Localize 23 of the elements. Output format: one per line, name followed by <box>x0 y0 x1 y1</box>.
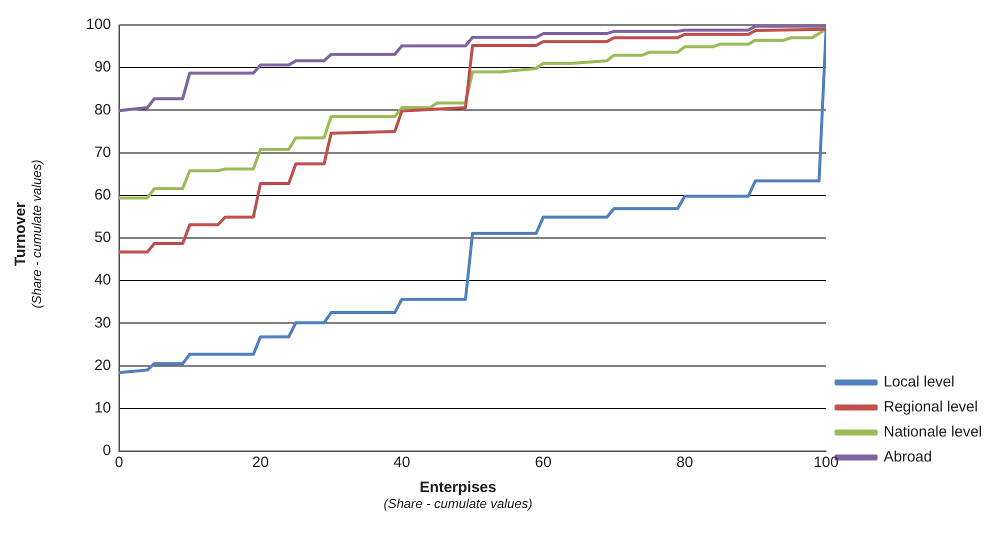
x-tick-label: 0 <box>114 454 124 472</box>
legend-label: Regional level <box>884 398 978 416</box>
y-tick-label: 0 <box>102 442 112 460</box>
x-tick-label: 60 <box>534 454 552 472</box>
x-tick-label: 20 <box>252 454 269 472</box>
y-tick-label: 60 <box>94 186 112 204</box>
y-tick-label: 50 <box>94 229 112 246</box>
y-tick-label: 100 <box>86 16 112 34</box>
y-tick-label: 10 <box>94 400 112 417</box>
legend-label: Local level <box>884 374 954 391</box>
y-tick-label: 70 <box>94 144 112 161</box>
x-tick-label: 40 <box>394 454 410 472</box>
legend-label: Nationale level <box>884 424 982 441</box>
y-tick-label: 20 <box>94 356 112 374</box>
x-axis-title: Enterpises (Share - cumulate values) <box>382 479 534 511</box>
y-tick-label: 40 <box>94 272 112 289</box>
y-tick-label: 80 <box>94 101 112 118</box>
legend-label: Abroad <box>884 448 932 466</box>
y-tick-label: 30 <box>94 314 112 332</box>
y-tick-label: 90 <box>94 58 112 76</box>
y-axis-title: Turnover (Share - cumulate values) <box>12 158 44 310</box>
x-tick-label: 80 <box>676 454 694 472</box>
x-tick-label: 100 <box>814 454 839 472</box>
